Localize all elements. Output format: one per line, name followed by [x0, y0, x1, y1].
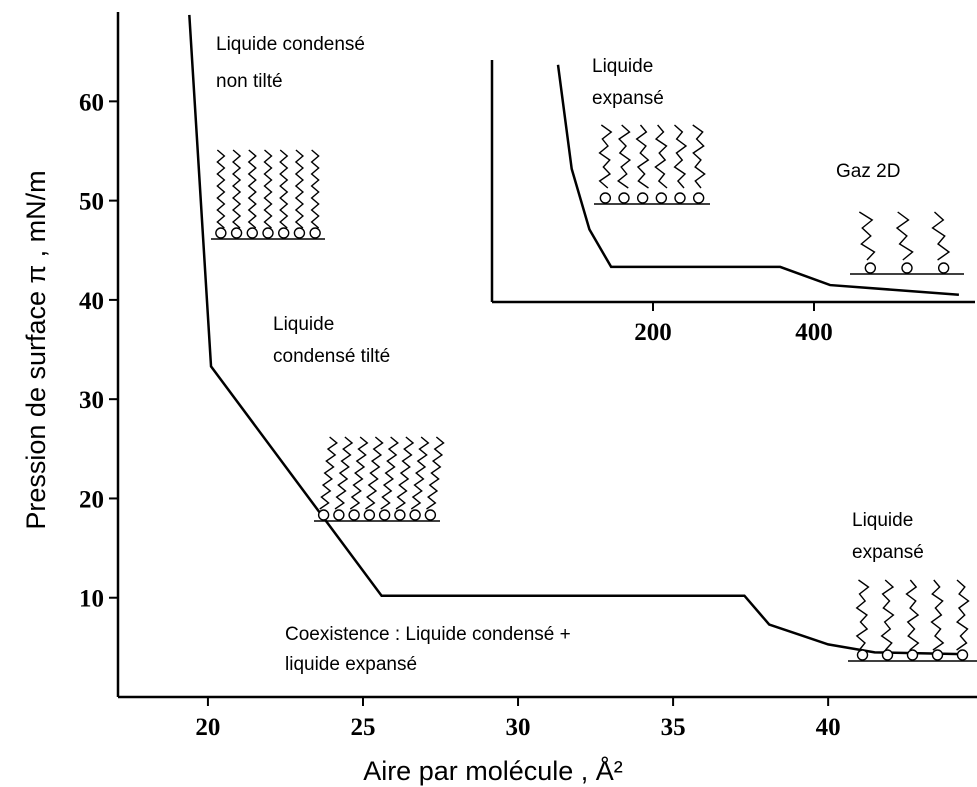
molecule-part [334, 436, 354, 510]
annotation: expansé [852, 542, 924, 563]
molecule-part [655, 192, 668, 204]
molecule-part [855, 579, 870, 651]
molecule-part [317, 509, 330, 521]
annotation: Gaz 2D [836, 161, 900, 182]
x-tick-label: 20 [195, 714, 220, 741]
y-axis-label: Pression de surface π , mN/m [21, 170, 51, 529]
molecule-part [380, 436, 399, 510]
molecule-part [905, 579, 920, 651]
annotation: expansé [592, 88, 664, 109]
y-tick-label: 60 [79, 89, 104, 116]
molecule-part [293, 227, 306, 239]
annotation: non tilté [216, 71, 283, 92]
x-tick-label: 400 [795, 319, 833, 346]
molecule-part [616, 124, 632, 189]
molecule-icon [848, 579, 977, 662]
y-tick-label: 40 [79, 288, 104, 315]
annotation: liquide expansé [285, 654, 417, 675]
molecule-part [901, 262, 913, 274]
molecule-part [409, 509, 421, 521]
y-tick-label: 10 [79, 586, 104, 613]
molecule-part [636, 192, 649, 204]
molecule-part [931, 211, 951, 261]
molecule-part [215, 227, 227, 239]
x-axis-label: Aire par molécule , Å² [363, 755, 623, 786]
molecule-part [333, 509, 345, 521]
molecule-part [426, 436, 445, 510]
molecule-part [955, 579, 970, 651]
molecule-part [310, 149, 320, 229]
molecule-part [674, 192, 686, 204]
isotherm-line [556, 64, 959, 296]
molecule-part [654, 124, 668, 189]
x-tick-label: 35 [661, 714, 686, 741]
y-tick-label: 20 [79, 486, 104, 513]
molecule-part [348, 509, 360, 521]
molecule-part [858, 211, 876, 261]
molecule-part [216, 149, 226, 229]
molecule-part [856, 649, 869, 661]
molecule-part [247, 149, 257, 229]
molecule-icon [314, 436, 445, 522]
molecule-part [599, 192, 612, 204]
molecule-part [263, 149, 273, 229]
molecule-part [365, 436, 384, 510]
molecule-part [881, 649, 894, 661]
molecule-part [262, 227, 274, 239]
molecule-part [230, 227, 243, 239]
molecule-part [618, 192, 630, 204]
y-tick-label: 30 [79, 387, 104, 414]
molecule-part [279, 149, 289, 229]
annotation: condensé tilté [273, 346, 390, 367]
molecule-part [294, 149, 305, 229]
molecule-part [692, 124, 706, 189]
molecule-part [956, 649, 969, 661]
molecule-part [231, 149, 242, 229]
molecule-part [319, 436, 338, 510]
molecule-part [309, 227, 321, 239]
molecule-part [378, 509, 391, 521]
molecule-part [598, 124, 613, 189]
molecule-part [278, 227, 290, 239]
molecule-part [930, 579, 945, 651]
molecule-part [895, 211, 914, 261]
x-tick-label: 25 [350, 714, 375, 741]
molecule-part [673, 124, 688, 189]
molecule-part [906, 649, 919, 661]
molecule-part [880, 579, 895, 651]
molecule-part [635, 124, 650, 189]
molecule-part [395, 436, 415, 510]
molecule-part [410, 436, 430, 510]
molecule-part [246, 227, 258, 239]
molecule-part [937, 262, 950, 274]
y-tick-label: 50 [79, 189, 104, 216]
annotation: Liquide [592, 56, 653, 77]
x-tick-label: 200 [634, 319, 672, 346]
molecule-part [864, 262, 877, 274]
molecule-part [363, 509, 376, 521]
molecule-part [931, 649, 944, 661]
molecule-part [394, 509, 406, 521]
annotation: Liquide condensé [216, 34, 365, 55]
x-tick-label: 40 [816, 714, 841, 741]
molecule-part [349, 436, 369, 510]
isotherm-line [188, 14, 968, 656]
molecule-icon [594, 124, 710, 205]
molecule-part [692, 192, 705, 204]
annotation: Liquide [273, 314, 334, 335]
annotation: Liquide [852, 510, 913, 531]
x-tick-label: 30 [506, 714, 531, 741]
molecule-part [424, 509, 437, 521]
molecule-icon [211, 149, 325, 240]
annotation: Coexistence : Liquide condensé + [285, 624, 571, 645]
molecule-icon [850, 211, 964, 275]
